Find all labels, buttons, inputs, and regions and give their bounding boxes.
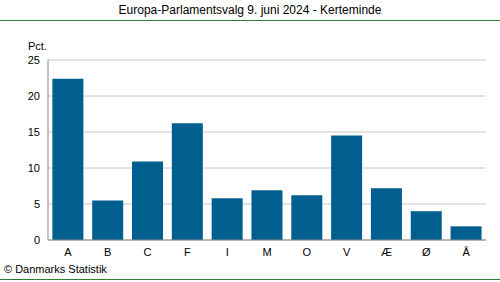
html-text:Pct.: Pct. [28, 40, 47, 52]
svg-text:25: 25 [28, 54, 40, 66]
svg-text:A: A [64, 246, 72, 258]
svg-text:O: O [303, 246, 312, 258]
svg-text:5: 5 [34, 198, 40, 210]
html-text:© Danmarks Statistik: © Danmarks Statistik [4, 263, 107, 275]
svg-text:I: I [226, 246, 229, 258]
svg-text:V: V [343, 246, 351, 258]
svg-text:F: F [184, 246, 191, 258]
svg-text:10: 10 [28, 162, 40, 174]
svg-text:Ø: Ø [422, 246, 431, 258]
svg-text:20: 20 [28, 90, 40, 102]
svg-text:Å: Å [462, 246, 470, 258]
svg-text:B: B [104, 246, 111, 258]
svg-text:C: C [144, 246, 152, 258]
svg-text:0: 0 [34, 234, 40, 246]
svg-text:Æ: Æ [381, 246, 392, 258]
html-text:Europa-Parlamentsvalg 9. juni: Europa-Parlamentsvalg 9. juni 2024 - Ker… [118, 3, 382, 17]
svg-text:M: M [262, 246, 271, 258]
svg-text:15: 15 [28, 126, 40, 138]
